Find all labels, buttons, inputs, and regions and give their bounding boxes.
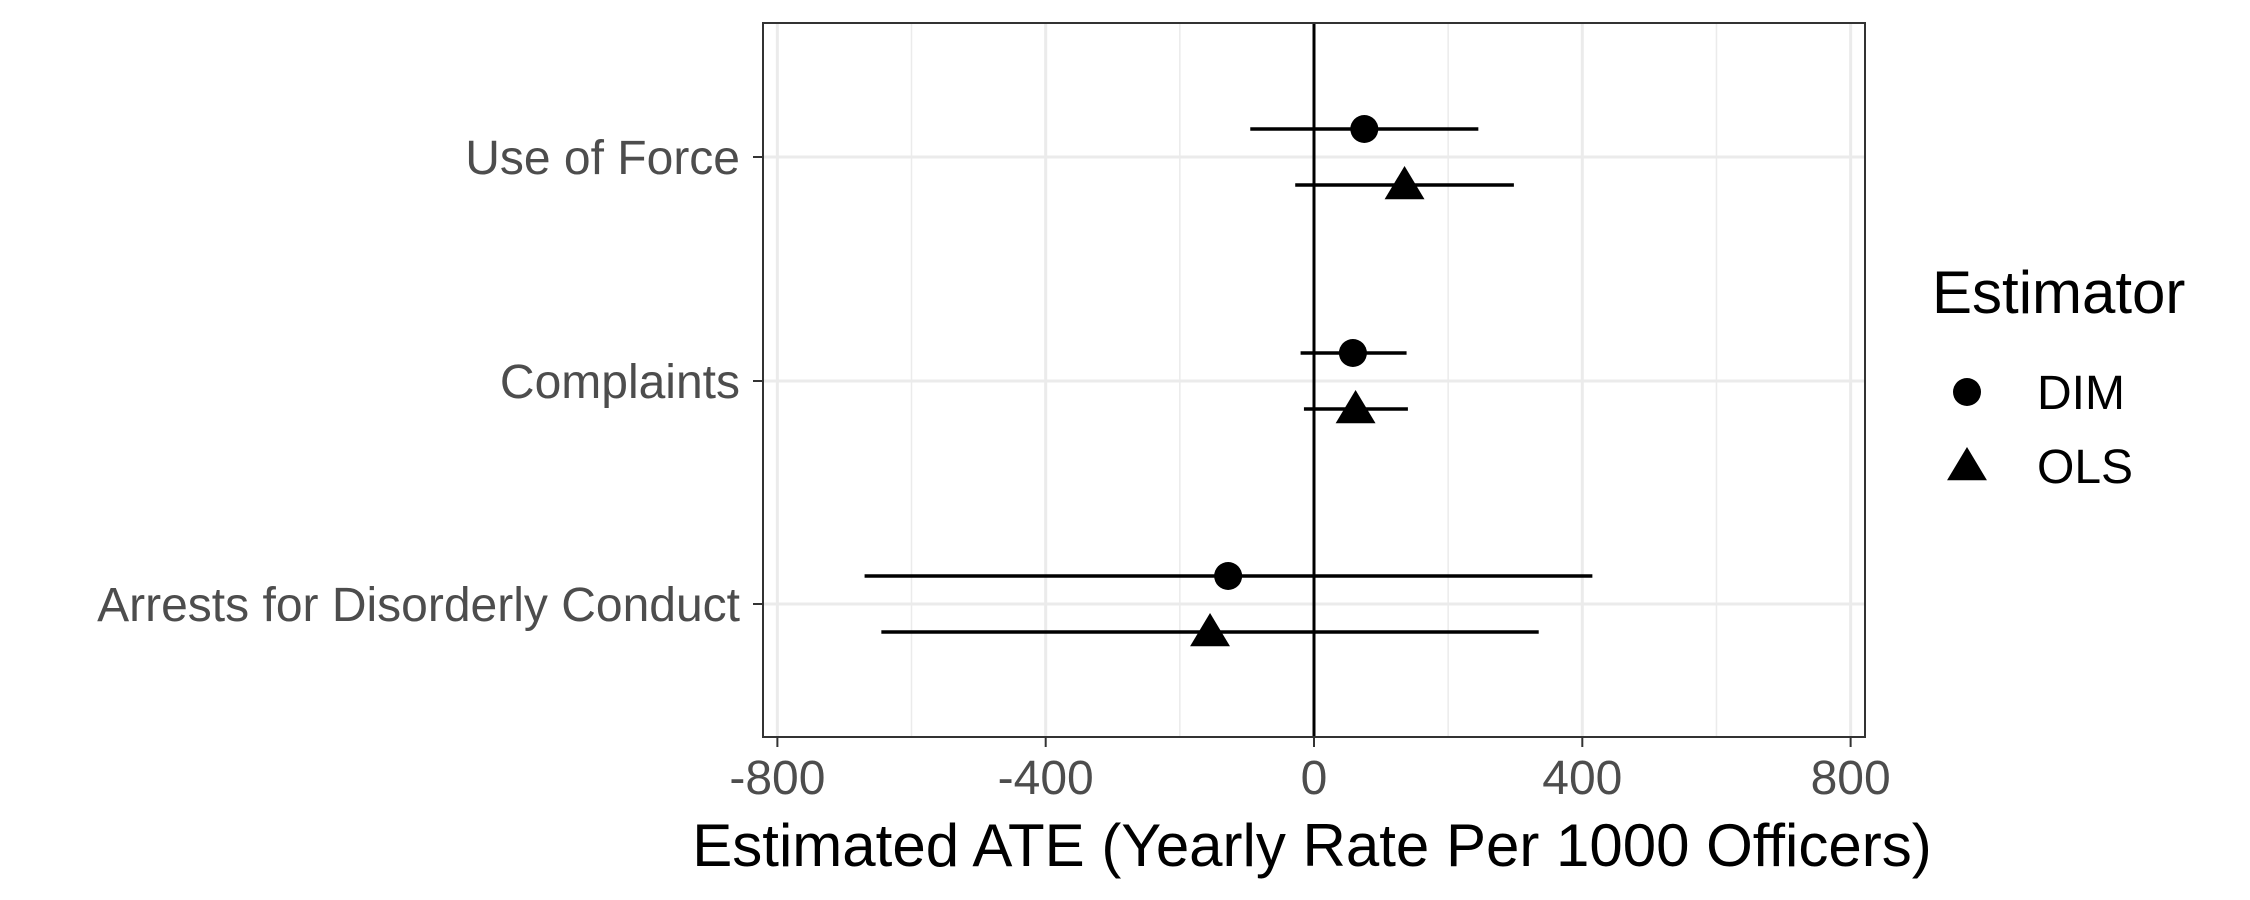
point-ols [1190,613,1230,647]
data-marks [864,115,1593,647]
point-dim [1338,339,1367,367]
y-tick-label: Use of Force [465,132,740,185]
point-ols [1335,390,1376,424]
legend-key-ols [1947,447,1987,481]
legend: Estimator DIM OLS [1932,259,2185,494]
x-tick-label: 800 [1811,752,1891,805]
y-tick-label: Arrests for Disorderly Conduct [97,579,740,632]
legend-label-ols: OLS [2037,441,2133,494]
legend-label-dim: DIM [2037,367,2125,420]
x-axis-title: Estimated ATE (Yearly Rate Per 1000 Offi… [692,812,1931,879]
legend-title: Estimator [1932,259,2185,326]
point-dim [1350,115,1379,143]
x-tick-label: -400 [998,752,1094,805]
point-dim [1214,562,1243,590]
x-tick-label: 400 [1542,752,1622,805]
point-ols [1384,166,1425,200]
axes: -800 -400 0 400 800 Use of Force Complaints Arr… [97,132,1891,805]
y-tick-label: Complaints [500,356,740,409]
legend-key-dim [1953,378,1981,406]
x-tick-label: -800 [729,752,825,805]
x-tick-label: 0 [1301,752,1328,805]
